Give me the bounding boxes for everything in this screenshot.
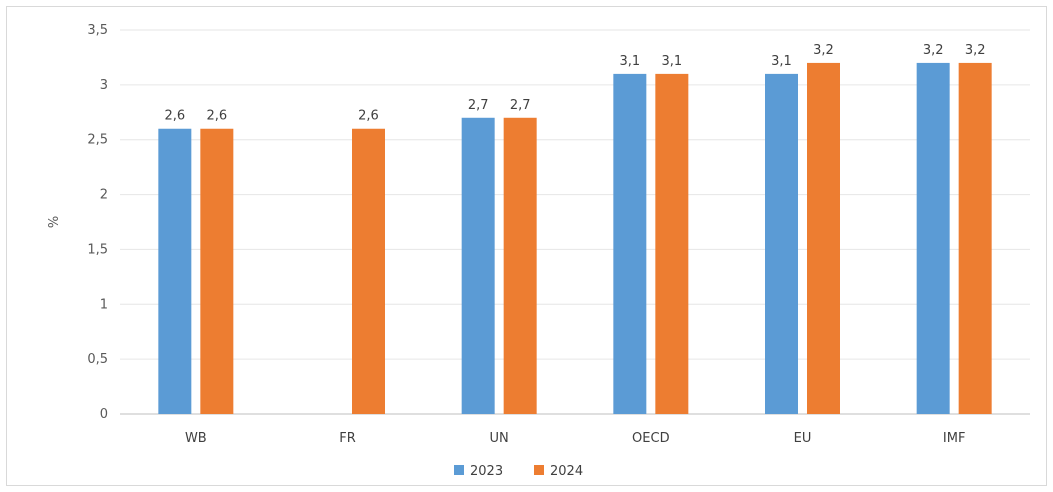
bar-2024-oecd [655, 73, 689, 414]
legend-swatch-2023 [454, 465, 464, 475]
x-tick-label: UN [490, 431, 509, 446]
bar-2023-wb [158, 128, 192, 414]
bars [158, 62, 992, 415]
x-tick-label: IMF [943, 431, 966, 446]
y-tick-label: 1 [100, 297, 108, 312]
data-label: 2,7 [468, 98, 489, 113]
legend-swatch-2024 [534, 465, 544, 475]
bar-2023-oecd [613, 73, 647, 414]
legend: 2023 2024 [454, 464, 583, 479]
legend-label: 2024 [550, 464, 583, 479]
bar-2023-eu [765, 73, 798, 414]
y-tick-label: 2,5 [87, 133, 108, 148]
y-tick-label: 0 [100, 407, 108, 422]
data-label: 3,2 [923, 43, 944, 58]
x-tick-label: FR [339, 431, 356, 446]
y-tick-label: 2 [100, 188, 108, 203]
x-tick-label: OECD [632, 431, 670, 446]
data-label: 2,6 [164, 109, 185, 124]
data-label: 3,2 [813, 43, 834, 58]
bar-2023-un [461, 117, 495, 415]
bar-2024-wb [200, 128, 234, 414]
data-label: 3,2 [965, 43, 986, 58]
data-label: 3,1 [771, 54, 792, 69]
y-tick-label: 1,5 [87, 242, 108, 257]
bar-2024-un [503, 117, 537, 415]
legend-label: 2023 [470, 464, 503, 479]
data-label: 2,6 [206, 109, 227, 124]
data-label: 2,6 [358, 109, 379, 124]
data-label: 3,1 [661, 54, 682, 69]
bar-2024-eu [807, 62, 840, 415]
data-label: 3,1 [619, 54, 640, 69]
bar-2023-imf [916, 62, 950, 415]
labels: 0 0,5 1 1,5 2 2,5 3 3,5 2,6 2,6 WB 2,6 FR 2,7 2,7 UN 3,1… [87, 23, 985, 446]
y-tick-label: 3,5 [87, 23, 108, 38]
x-tick-label: WB [185, 431, 207, 446]
bar-2024-fr [352, 128, 385, 414]
y-tick-label: 3 [100, 78, 108, 93]
y-tick-label: 0,5 [87, 352, 108, 367]
gridlines [120, 29, 1030, 415]
x-tick-label: EU [794, 431, 812, 446]
bar-2024-imf [958, 62, 992, 415]
data-label: 2,7 [510, 98, 531, 113]
y-axis-title: % [47, 216, 62, 228]
